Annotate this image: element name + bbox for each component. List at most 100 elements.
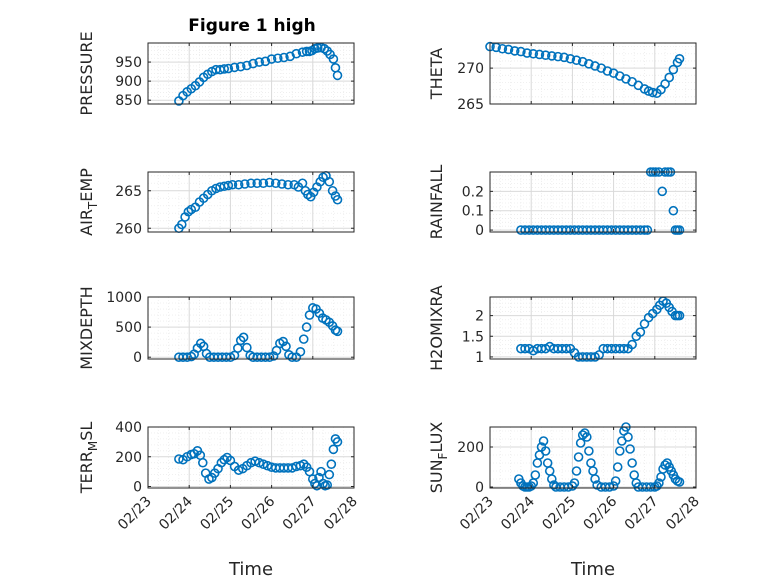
y-axis-label-subscript: T [86,201,100,210]
y-axis-label-main: MIXDEPTH [77,286,96,369]
y-axis-label: H2OMIXRA [427,285,446,371]
data-point [582,432,592,442]
data-point [242,342,252,353]
y-tick-label: 500 [115,320,142,336]
data-point [270,178,281,189]
subplot-pressure: 850 900 950 PRESSURE [77,31,355,116]
data-point [283,179,293,190]
data-point [235,335,246,346]
data-point [307,474,318,484]
data-point [612,462,623,472]
data-point [584,59,594,69]
x-axis-label: Time [570,559,615,580]
data-point [328,54,339,64]
data-point [260,56,271,67]
data-point [324,176,335,187]
data-point [614,446,625,456]
data-point [235,61,246,72]
y-tick-label: 0 [133,350,142,366]
y-axis-label-tail: EMP [77,168,96,202]
data-point [561,343,572,354]
data-point [197,457,208,468]
axis-box [147,426,355,489]
data-point [246,178,256,189]
data-point [264,352,275,362]
data-point [278,336,288,347]
y-axis-label-main: AIR [77,209,96,236]
data-point [272,53,283,64]
y-axis-label: SUNFLUX [427,422,450,494]
data-point [635,327,646,337]
y-tick-label: 1000 [106,290,142,306]
data-point [503,44,514,55]
data-point [571,55,582,66]
data-point [279,52,289,63]
data-point [540,446,551,456]
data-point [590,474,600,484]
y-axis-label-main: RAINFALL [427,165,446,240]
data-point [227,179,238,190]
axis-box [147,171,355,233]
data-point [509,46,520,56]
data-point [668,205,679,216]
data-point [546,474,557,484]
data-point [625,444,635,454]
data-point [664,72,675,83]
data-point [186,351,197,362]
y-axis-label-main: H2OMIXRA [427,285,446,371]
x-axis-label: Time [228,559,273,580]
y-axis-label-subscript: F [436,452,450,459]
y-axis-label: PRESSURE [77,31,96,115]
y-tick-label: 0.2 [462,184,484,200]
data-point [229,62,240,73]
data-point [608,481,619,491]
y-tick-label: 0.1 [462,204,484,220]
y-tick-label: 265 [115,184,142,200]
data-point [657,186,668,197]
data-point [619,343,629,354]
data-point [522,48,532,58]
data-point [553,51,563,62]
data-point [590,61,600,71]
data-point [559,52,569,63]
y-axis-label: MIXDEPTH [77,286,96,369]
subplot-h2omixra: 1 1.5 2 H2OMIXRA [427,285,697,371]
data-point [254,57,265,67]
data-point [497,43,508,54]
y-tick-label: 0 [133,480,142,496]
data-point [250,456,260,467]
data-point [252,178,262,189]
data-point [546,51,557,61]
data-point [540,50,551,61]
axis-box [147,296,355,360]
y-tick-label: 260 [115,221,142,237]
data-point [233,465,244,475]
data-point [298,459,309,469]
y-tick-label: 1 [475,350,484,366]
data-point [223,180,234,191]
data-point [322,480,333,490]
data-point [287,352,298,362]
y-tick-label: 400 [115,420,142,436]
data-point [674,225,685,235]
data-point [569,478,580,488]
data-point [316,466,326,477]
data-point [176,219,187,230]
data-point [301,46,312,57]
data-point [277,179,287,189]
y-tick-label: 900 [115,74,142,90]
data-point [332,437,343,447]
data-point [219,64,230,74]
y-tick-label: 2 [475,309,484,325]
y-axis-label-main: TERR [77,451,96,494]
data-point [573,452,584,462]
subplot-air_temp: 260 265 AIRTEMP [77,168,355,237]
data-point [571,466,582,476]
data-point [528,48,539,59]
data-point [312,43,323,53]
data-point [654,478,664,488]
axis-box [489,296,697,360]
data-point [327,185,338,196]
data-point [195,338,206,349]
y-axis-label-tail: SL [77,422,96,441]
